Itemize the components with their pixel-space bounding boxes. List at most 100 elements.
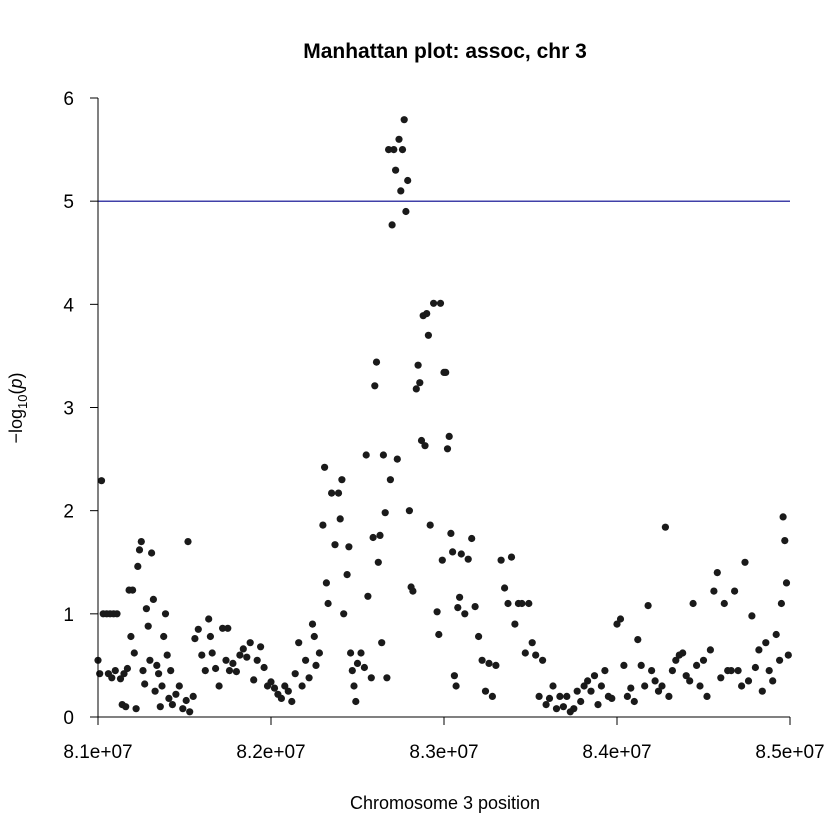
data-point <box>776 656 784 664</box>
data-point <box>388 221 396 229</box>
data-point <box>360 663 368 672</box>
data-point <box>532 651 540 659</box>
data-point <box>338 476 346 484</box>
data-point <box>497 556 505 564</box>
data-point <box>347 649 355 657</box>
data-point <box>160 632 168 641</box>
data-point <box>345 543 353 551</box>
data-point <box>194 625 202 633</box>
chart-title: Manhattan plot: assoc, chr 3 <box>303 40 587 63</box>
data-point <box>340 610 348 618</box>
data-point <box>665 692 673 701</box>
data-point <box>284 687 292 695</box>
data-point <box>167 667 175 675</box>
data-point <box>594 701 602 709</box>
data-point <box>630 697 638 706</box>
data-point <box>96 670 104 678</box>
data-point <box>549 682 557 690</box>
data-point <box>481 687 490 695</box>
data-point <box>577 697 585 706</box>
data-point <box>563 692 571 701</box>
data-point <box>668 667 677 675</box>
data-point <box>461 610 469 618</box>
data-point <box>421 442 429 450</box>
data-point <box>501 584 509 592</box>
data-point <box>352 697 360 706</box>
data-point <box>597 682 606 690</box>
data-point <box>135 546 144 554</box>
data-point <box>689 599 697 608</box>
data-point <box>781 537 789 545</box>
data-point <box>298 682 306 690</box>
data-point <box>122 703 130 711</box>
y-tick-label: 1 <box>63 605 74 626</box>
data-point <box>184 538 192 546</box>
data-point <box>257 643 265 651</box>
y-axis-label: −log10(p) <box>6 372 30 443</box>
data-point <box>291 670 299 678</box>
data-point <box>608 694 616 703</box>
data-point <box>706 646 715 654</box>
data-point <box>328 489 336 497</box>
data-point <box>696 682 704 690</box>
data-point <box>464 555 472 563</box>
data-point <box>475 632 483 641</box>
data-point <box>321 463 329 471</box>
data-point <box>430 299 438 307</box>
data-point <box>308 620 317 628</box>
data-point <box>137 538 145 546</box>
y-tick-label: 0 <box>63 708 74 729</box>
y-tick-label: 2 <box>63 502 74 523</box>
data-point <box>189 692 197 701</box>
data-point <box>398 146 407 154</box>
data-point <box>454 604 462 612</box>
data-point <box>442 368 450 376</box>
data-point <box>613 620 621 628</box>
data-point <box>623 692 632 701</box>
data-point <box>539 656 547 664</box>
data-point <box>525 599 533 608</box>
data-point <box>779 513 787 521</box>
data-point <box>648 667 656 675</box>
data-point <box>456 593 464 601</box>
data-point <box>334 489 343 497</box>
data-point <box>253 656 261 664</box>
data-point <box>97 477 106 485</box>
x-axis: 8.1e+07 8.2e+07 8.3e+07 8.4e+07 8.5e+07 <box>63 716 825 763</box>
data-point <box>590 672 599 680</box>
x-tick-label: 8.5e+07 <box>755 742 824 763</box>
x-axis-label: Chromosome 3 position <box>350 793 540 813</box>
data-point <box>239 645 247 653</box>
data-point <box>348 667 356 675</box>
data-point <box>471 603 479 611</box>
data-point <box>225 667 234 675</box>
data-point <box>392 166 400 174</box>
data-point <box>201 667 209 675</box>
x-tick-label: 8.1e+07 <box>63 742 132 763</box>
data-point <box>130 649 138 657</box>
data-point <box>731 587 739 595</box>
data-point <box>713 569 721 577</box>
data-point <box>720 599 728 608</box>
data-point <box>777 599 786 608</box>
data-point <box>507 553 516 561</box>
data-point <box>443 445 452 453</box>
data-point <box>751 663 760 672</box>
data-point <box>414 361 422 369</box>
data-point <box>693 661 701 670</box>
data-point <box>295 639 303 647</box>
data-point <box>634 636 642 644</box>
data-point <box>485 659 493 668</box>
data-point <box>108 674 116 682</box>
data-point <box>378 639 386 647</box>
data-point <box>478 656 486 664</box>
data-point <box>120 670 128 678</box>
data-point <box>449 548 457 556</box>
data-point <box>312 661 320 670</box>
data-point <box>417 436 426 445</box>
data-point <box>350 682 358 690</box>
data-point <box>703 692 711 701</box>
data-point <box>405 507 413 515</box>
data-point <box>111 667 119 675</box>
data-point <box>587 687 595 695</box>
